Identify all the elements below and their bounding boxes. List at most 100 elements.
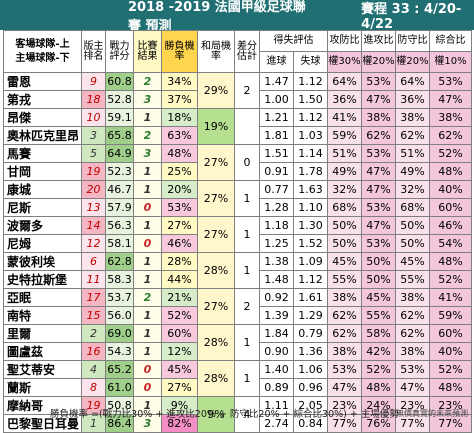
power-cell: 52.3 [105,162,134,181]
rank-cell: 19 [81,162,106,181]
team-name: 圖盧茲 [3,342,82,361]
page-title: 2018 -2019 法國甲級足球聯賽 預測 [128,0,306,34]
gain-cell: 1.21 [259,108,294,127]
total-ratio-cell: 46% [429,216,472,235]
power-cell: 64.9 [105,144,134,163]
table-row: 聖艾蒂安 4 65.2 0 45% 28% 1 1.40 1.06 53% 52% 53% 52% [3,360,472,397]
table-row: 尼姆 12 58.1 0 46% 1.25 1.52 50% 53% 50% 54% [3,234,472,253]
prob-cell: 53% [161,198,198,217]
loss-cell: 1.12 [293,108,328,127]
prob-cell: 34% [161,72,198,91]
loss-cell: 1.09 [293,252,328,271]
prob-cell: 27% [161,216,198,235]
score-ratio-cell: 55% [361,306,396,325]
team-name: 摩納哥 [3,396,82,415]
table-row: 亞眠 17 53.7 2 21% 27% 2 0.92 1.61 38% 45% 38% 41% [3,288,472,325]
result-cell: 0 [133,378,162,397]
rank-cell: 18 [81,90,106,109]
score-ratio-cell: 50% [361,252,396,271]
loss-cell: 2.05 [293,396,328,415]
gain-cell: 0.91 [259,162,294,181]
gain-cell: 1.39 [259,306,294,325]
team-name: 雷恩 [3,72,82,91]
footer: 勝負機率 =(戰力比30% + 進攻比20% + 防守比20% + 綜合比30%… [0,398,474,426]
table-row: 里爾 2 69.0 1 60% 28% 1 1.84 0.79 62% 58% 62% 60% [3,324,472,361]
table-row: 圖盧茲 16 54.3 1 12% 0.90 1.36 38% 42% 38% 40% [3,342,472,361]
def-ratio-cell: 36% [395,90,430,109]
power-cell: 56.0 [105,306,134,325]
def-ratio-cell: 49% [395,162,430,181]
rank-cell: 17 [81,288,106,307]
draw-prob-cell: 19% [197,108,235,145]
result-cell: 0 [133,360,162,379]
draw-prob-cell: 27% [197,216,235,253]
draw-prob-cell: 27% [197,144,235,181]
gain-cell: 1.28 [259,198,294,217]
total-ratio-cell: 23% [429,396,472,415]
power-cell: 54.3 [105,342,134,361]
power-cell: 58.1 [105,234,134,253]
loss-cell: 1.78 [293,162,328,181]
result-cell: 1 [133,108,162,127]
loss-cell: 1.12 [293,72,328,91]
result-cell: 1 [133,162,162,181]
def-ratio-cell: 51% [395,144,430,163]
atk-ratio-cell: 55% [327,270,362,289]
prob-cell: 25% [161,162,198,181]
prob-cell: 12% [161,342,198,361]
power-cell: 57.9 [105,198,134,217]
prob-cell: 44% [161,270,198,289]
power-cell: 62.8 [105,252,134,271]
result-cell: 1 [133,342,162,361]
prediction-table: 客場球隊-上 主場球隊-下 版主排名 戰力評分 比賽結果 勝負機率 和局機率 差… [3,30,472,433]
team-name: 蒙彼利埃 [3,252,82,271]
atk-ratio-cell: 59% [327,126,362,145]
def-ratio-cell: 62% [395,126,430,145]
header-loss: 失球 [293,51,328,73]
power-cell: 65.8 [105,126,134,145]
result-cell: 1 [133,270,162,289]
def-ratio-cell: 32% [395,180,430,199]
def-ratio-cell: 55% [395,270,430,289]
header-gain-loss: 得失評估 [259,30,328,52]
goal-diff-cell: 0 [234,144,260,181]
result-cell: 3 [133,90,162,109]
team-name: 康城 [3,180,82,199]
total-ratio-cell: 54% [429,234,472,253]
def-ratio-cell: 45% [395,252,430,271]
def-ratio-cell: 62% [395,324,430,343]
power-cell: 52.8 [105,90,134,109]
atk-ratio-cell: 53% [327,360,362,379]
prob-cell: 28% [161,252,198,271]
gain-cell: 1.40 [259,360,294,379]
power-cell: 58.3 [105,270,134,289]
loss-cell: 1.63 [293,180,328,199]
table-row: 雷恩 9 60.8 2 34% 29% 2 1.47 1.12 64% 53% 64% 53% [3,72,472,109]
def-ratio-cell: 38% [395,342,430,361]
power-cell: 59.1 [105,108,134,127]
score-ratio-cell: 53% [361,72,396,91]
goal-diff-cell: 1 [234,216,260,253]
atk-ratio-cell: 47% [327,378,362,397]
table-row: 奧林匹克里昂 3 65.8 2 63% 1.81 1.03 59% 62% 62% 62% [3,126,472,145]
total-ratio-cell: 41% [429,288,472,307]
power-cell: 53.7 [105,288,134,307]
header-prob: 勝負機率 [161,30,198,73]
total-ratio-cell: 48% [429,162,472,181]
total-ratio-cell: 62% [429,126,472,145]
header-def-weight: 權20% [395,51,430,73]
score-ratio-cell: 38% [361,108,396,127]
result-cell: 0 [133,198,162,217]
team-name: 尼姆 [3,234,82,253]
gain-cell: 1.51 [259,144,294,163]
total-ratio-cell: 38% [429,108,472,127]
gain-cell: 1.47 [259,72,294,91]
gain-cell: 1.38 [259,252,294,271]
table-row: 第戎 18 52.8 3 37% 1.00 1.50 36% 47% 36% 47% [3,90,472,109]
power-cell: 50.8 [105,396,134,415]
def-ratio-cell: 47% [395,378,430,397]
total-ratio-cell: 47% [429,90,472,109]
prob-cell: 63% [161,126,198,145]
power-cell: 61.0 [105,378,134,397]
